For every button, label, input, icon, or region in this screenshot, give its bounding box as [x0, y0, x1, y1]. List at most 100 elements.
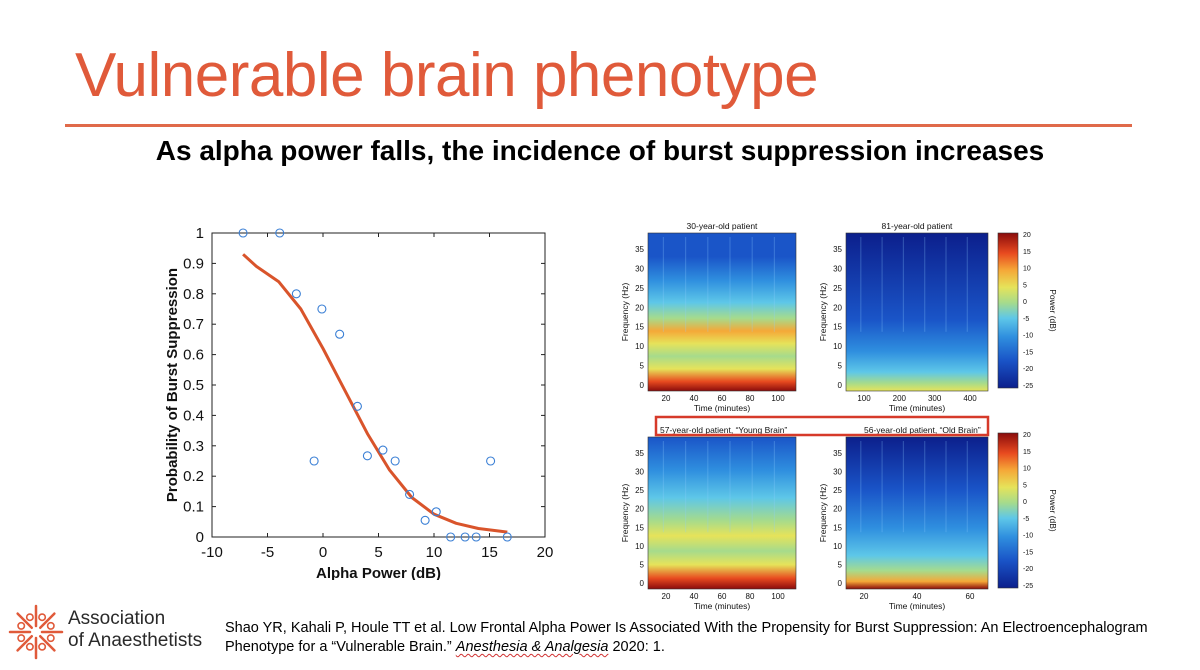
data-point — [486, 456, 496, 466]
spectrogram-streak — [902, 441, 904, 533]
colorbar — [997, 232, 1019, 389]
y-tick-label: 10 — [635, 342, 644, 351]
y-tick-label: 0 — [838, 381, 843, 390]
y-tick-label: 20 — [833, 303, 842, 312]
x-tick-label: 15 — [481, 544, 498, 561]
colorbar-tick-label: 20 — [1023, 232, 1031, 239]
spectrogram-panel — [647, 436, 797, 590]
y-tick-label: 10 — [635, 542, 644, 551]
y-tick-label: 5 — [640, 560, 645, 569]
spectrogram-streak — [751, 237, 753, 332]
logo-spoke — [16, 634, 34, 652]
x-axis-label: Alpha Power (dB) — [316, 565, 441, 580]
highlight-box — [654, 415, 990, 437]
x-tick-label: 100 — [771, 394, 785, 403]
logo-petal — [46, 621, 55, 630]
data-point — [502, 532, 512, 542]
y-tick-label: 5 — [640, 362, 645, 371]
colorbar-tick-label: 10 — [1023, 266, 1031, 273]
panel-title: 30-year-old patient — [687, 221, 759, 231]
spectrogram-streak — [881, 441, 883, 533]
y-tick-label: 15 — [833, 523, 842, 532]
y-tick-label: 30 — [635, 468, 644, 477]
data-point — [291, 289, 301, 299]
colorbar-tick-label: -5 — [1023, 316, 1029, 323]
x-tick-label: 100 — [771, 592, 785, 601]
spectrogram-streak — [729, 441, 731, 533]
y-tick-label: 0.1 — [183, 499, 204, 516]
colorbar-label: Power (dB) — [1048, 289, 1058, 332]
y-tick-label: 0.2 — [183, 468, 204, 485]
data-point — [431, 507, 441, 517]
x-tick-label: 20 — [662, 592, 671, 601]
colorbar-tick-label: 20 — [1023, 432, 1031, 439]
x-tick-label: -10 — [201, 544, 223, 561]
spectrogram-streak — [662, 441, 664, 533]
spectrogram-panels: 30-year-old patient 0 5 10 15 20 25 30 35 20 40 60 8… — [620, 221, 1058, 611]
y-tick-label: 15 — [833, 323, 842, 332]
spectrogram-streak — [662, 237, 664, 332]
x-tick-label: -5 — [261, 544, 274, 561]
y-tick-label: 10 — [833, 342, 842, 351]
y-tick-label: 20 — [635, 505, 644, 514]
y-tick-label: 30 — [635, 264, 644, 273]
x-tick-label: 300 — [928, 394, 942, 403]
y-tick-label: 25 — [833, 486, 842, 495]
organisation-name: Association of Anaesthetists — [68, 608, 202, 652]
colorbar-tick-label: -10 — [1023, 533, 1033, 540]
x-tick-label: 20 — [537, 544, 554, 561]
colorbar-tick-label: 15 — [1023, 449, 1031, 456]
x-tick-label: 400 — [963, 394, 977, 403]
y-tick-label: 20 — [635, 303, 644, 312]
colorbar-tick-label: 15 — [1023, 249, 1031, 256]
colorbar-tick-label: 5 — [1023, 282, 1027, 289]
data-point — [317, 304, 327, 314]
logo-petal — [25, 613, 34, 622]
organisation-name-line1: Association — [68, 608, 166, 629]
y-tick-label: 0 — [640, 579, 645, 588]
spectrogram-streak — [751, 441, 753, 533]
citation-line1: Shao YR, Kahali P, Houle TT et al. Low F… — [225, 620, 1148, 636]
y-axis-label: Probability of Burst Suppression — [164, 268, 181, 502]
data-point — [275, 228, 285, 238]
colorbar-tick-label: -5 — [1023, 516, 1029, 523]
data-point — [335, 329, 345, 339]
data-point — [352, 401, 362, 411]
asterisk-flower-icon — [8, 604, 64, 660]
spectrogram-streak — [945, 441, 947, 533]
burst-suppression-scatter-chart: -10 -5 0 5 10 15 20 0 0.1 0.2 0.3 0.4 0.5 0.6 0.7 0.8 0.… — [164, 225, 554, 580]
spectrogram-streak — [945, 237, 947, 332]
y-tick-label: 20 — [833, 505, 842, 514]
spectrogram-streak — [773, 441, 775, 533]
logo-spoke — [38, 634, 56, 652]
colorbar — [997, 432, 1019, 589]
title-divider — [65, 124, 1132, 127]
data-point — [390, 456, 400, 466]
spectrogram-streak — [860, 441, 862, 533]
spectrogram-streak — [902, 237, 904, 332]
spectrogram-streak — [729, 237, 731, 332]
y-axis-label: Frequency (Hz) — [818, 484, 828, 543]
y-tick-label: 0 — [640, 381, 645, 390]
colorbar-tick-label: -10 — [1023, 333, 1033, 340]
spectrogram-panel — [845, 232, 989, 392]
colorbar-tick-label: -15 — [1023, 349, 1033, 356]
y-tick-label: 10 — [833, 542, 842, 551]
spectrogram-streak — [966, 237, 968, 332]
spectrogram-streak — [685, 441, 687, 533]
spectrogram-streak — [924, 237, 926, 332]
slide-title: Vulnerable brain phenotype — [75, 41, 819, 110]
data-point — [405, 489, 415, 499]
colorbar-tick-label: 0 — [1023, 499, 1027, 506]
x-tick-label: 100 — [857, 394, 871, 403]
spectrogram-streak — [924, 441, 926, 533]
y-tick-label: 25 — [833, 284, 842, 293]
spectrogram-streak — [707, 441, 709, 533]
colorbar-label: Power (dB) — [1048, 489, 1058, 532]
y-tick-label: 35 — [833, 245, 842, 254]
colorbar-tick-label: -25 — [1023, 383, 1033, 390]
x-tick-label: 200 — [893, 394, 907, 403]
y-tick-label: 30 — [833, 264, 842, 273]
y-tick-label: 25 — [635, 486, 644, 495]
colorbar-tick-label: 10 — [1023, 466, 1031, 473]
